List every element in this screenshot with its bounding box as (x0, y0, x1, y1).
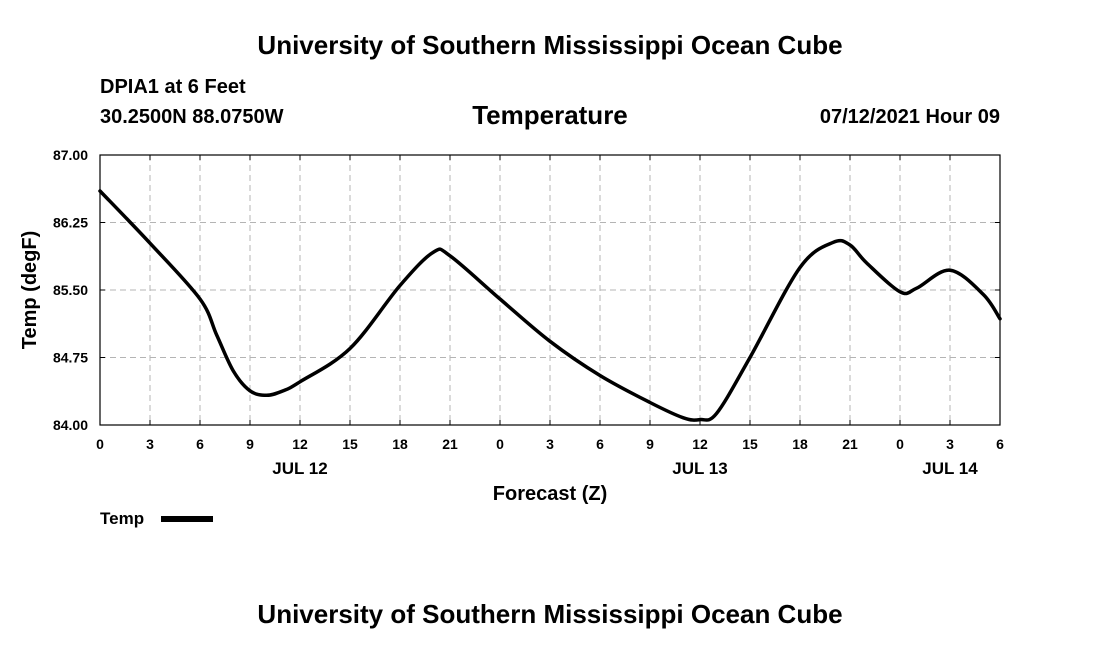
y-tick-label: 84.75 (53, 350, 88, 366)
x-tick-label: 18 (392, 436, 408, 452)
y-axis-title: Temp (degF) (19, 231, 41, 350)
x-tick-label: 0 (896, 436, 904, 452)
x-tick-label: 21 (842, 436, 858, 452)
x-tick-label: 0 (96, 436, 104, 452)
y-tick-label: 87.00 (53, 147, 88, 163)
x-tick-label: 12 (292, 436, 308, 452)
grid-lines (100, 155, 1000, 425)
x-tick-label: 15 (742, 436, 758, 452)
legend-label: Temp (100, 509, 144, 529)
x-tick-label: 15 (342, 436, 358, 452)
x-tick-label: 18 (792, 436, 808, 452)
y-tick-label: 86.25 (53, 215, 88, 231)
x-tick-label: 0 (496, 436, 504, 452)
x-tick-label: 21 (442, 436, 458, 452)
x-date-label: JUL 14 (922, 459, 978, 478)
x-tick-label: 9 (646, 436, 654, 452)
temperature-chart: 0 3 6 9 12 15 18 21 0 3 6 9 12 15 18 21 0 3 6 84.00 84.75 85.… (0, 0, 1100, 650)
chart-footer-title: University of Southern Mississippi Ocean… (0, 599, 1100, 630)
x-tick-label: 3 (146, 436, 154, 452)
x-date-label: JUL 12 (272, 459, 327, 478)
x-date-label: JUL 13 (672, 459, 727, 478)
x-axis-title: Forecast (Z) (493, 483, 607, 505)
y-tick-label: 84.00 (53, 417, 88, 433)
x-tick-label: 6 (196, 436, 204, 452)
x-tick-label: 12 (692, 436, 708, 452)
x-tick-label: 6 (996, 436, 1004, 452)
x-tick-label: 3 (546, 436, 554, 452)
y-tick-label: 85.50 (53, 282, 88, 298)
x-tick-label: 3 (946, 436, 954, 452)
x-tick-label: 6 (596, 436, 604, 452)
x-tick-label: 9 (246, 436, 254, 452)
axis-labels: 0 3 6 9 12 15 18 21 0 3 6 9 12 15 18 21 0 3 6 84.00 84.75 85.… (19, 147, 1004, 505)
legend-swatch (161, 516, 213, 522)
